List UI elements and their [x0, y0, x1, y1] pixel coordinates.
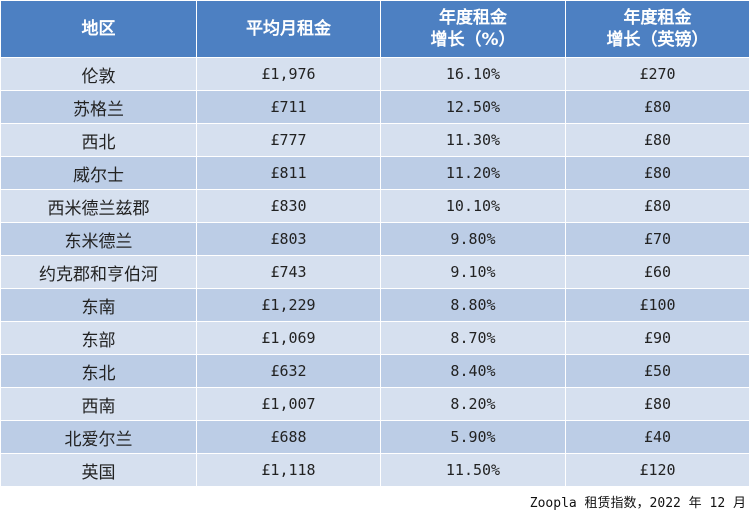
- cell-region: 东北: [0, 354, 197, 388]
- cell-region: 英国: [0, 453, 197, 487]
- cell-avg-rent: £1,976: [196, 57, 381, 91]
- cell-region: 东米德兰: [0, 222, 197, 256]
- header-avg-monthly-rent: 平均月租金: [196, 0, 381, 58]
- cell-growth-gbp: £80: [565, 123, 750, 157]
- cell-growth-gbp: £80: [565, 387, 750, 421]
- table-row: 约克郡和亨伯河 £743 9.10% £60: [0, 255, 750, 289]
- cell-growth-gbp: £100: [565, 288, 750, 322]
- cell-region: 北爱尔兰: [0, 420, 197, 454]
- table-row: 西北 £777 11.30% £80: [0, 123, 750, 157]
- cell-growth-gbp: £60: [565, 255, 750, 289]
- cell-region: 伦敦: [0, 57, 197, 91]
- cell-growth-percent: 12.50%: [380, 90, 566, 124]
- header-region: 地区: [0, 0, 197, 58]
- source-note: Zoopla 租赁指数，2022 年 12 月: [529, 496, 746, 511]
- table-row: 东北 £632 8.40% £50: [0, 354, 750, 388]
- cell-growth-gbp: £80: [565, 156, 750, 190]
- cell-avg-rent: £743: [196, 255, 381, 289]
- cell-avg-rent: £1,007: [196, 387, 381, 421]
- cell-avg-rent: £777: [196, 123, 381, 157]
- cell-avg-rent: £632: [196, 354, 381, 388]
- table-row: 东米德兰 £803 9.80% £70: [0, 222, 750, 256]
- cell-growth-gbp: £40: [565, 420, 750, 454]
- cell-growth-percent: 9.10%: [380, 255, 566, 289]
- table-row: 威尔士 £811 11.20% £80: [0, 156, 750, 190]
- cell-growth-gbp: £270: [565, 57, 750, 91]
- cell-region: 威尔士: [0, 156, 197, 190]
- table-body: 伦敦 £1,976 16.10% £270 苏格兰 £711 12.50% £80 西北 £777…: [0, 57, 750, 487]
- cell-growth-gbp: £120: [565, 453, 750, 487]
- cell-growth-percent: 8.20%: [380, 387, 566, 421]
- header-annual-growth-percent: 年度租金 增长（%）: [380, 0, 566, 58]
- cell-growth-percent: 11.20%: [380, 156, 566, 190]
- cell-avg-rent: £1,229: [196, 288, 381, 322]
- table-row: 西南 £1,007 8.20% £80: [0, 387, 750, 421]
- cell-avg-rent: £688: [196, 420, 381, 454]
- header-annual-growth-gbp: 年度租金 增长（英镑）: [565, 0, 750, 58]
- cell-region: 西米德兰兹郡: [0, 189, 197, 223]
- cell-avg-rent: £811: [196, 156, 381, 190]
- table-row: 西米德兰兹郡 £830 10.10% £80: [0, 189, 750, 223]
- table-row: 东南 £1,229 8.80% £100: [0, 288, 750, 322]
- cell-avg-rent: £830: [196, 189, 381, 223]
- cell-growth-percent: 10.10%: [380, 189, 566, 223]
- rent-table: 地区 平均月租金 年度租金 增长（%） 年度租金 增长（英镑） 伦敦 £1,976…: [0, 0, 750, 487]
- table-row: 东部 £1,069 8.70% £90: [0, 321, 750, 355]
- cell-growth-gbp: £90: [565, 321, 750, 355]
- cell-growth-percent: 11.50%: [380, 453, 566, 487]
- cell-avg-rent: £1,069: [196, 321, 381, 355]
- table-row: 伦敦 £1,976 16.10% £270: [0, 57, 750, 91]
- cell-avg-rent: £711: [196, 90, 381, 124]
- cell-growth-gbp: £80: [565, 189, 750, 223]
- cell-growth-gbp: £70: [565, 222, 750, 256]
- header-row: 地区 平均月租金 年度租金 增长（%） 年度租金 增长（英镑）: [0, 0, 750, 58]
- cell-growth-percent: 16.10%: [380, 57, 566, 91]
- cell-growth-percent: 8.70%: [380, 321, 566, 355]
- cell-growth-percent: 11.30%: [380, 123, 566, 157]
- cell-avg-rent: £1,118: [196, 453, 381, 487]
- cell-growth-gbp: £50: [565, 354, 750, 388]
- cell-growth-percent: 9.80%: [380, 222, 566, 256]
- rent-table-container: 地区 平均月租金 年度租金 增长（%） 年度租金 增长（英镑） 伦敦 £1,976…: [0, 0, 750, 487]
- table-row: 苏格兰 £711 12.50% £80: [0, 90, 750, 124]
- cell-growth-percent: 8.40%: [380, 354, 566, 388]
- table-row: 北爱尔兰 £688 5.90% £40: [0, 420, 750, 454]
- cell-growth-percent: 5.90%: [380, 420, 566, 454]
- cell-region: 约克郡和亨伯河: [0, 255, 197, 289]
- table-header: 地区 平均月租金 年度租金 增长（%） 年度租金 增长（英镑）: [0, 0, 750, 58]
- cell-growth-percent: 8.80%: [380, 288, 566, 322]
- cell-region: 西北: [0, 123, 197, 157]
- cell-region: 苏格兰: [0, 90, 197, 124]
- cell-region: 东南: [0, 288, 197, 322]
- cell-region: 东部: [0, 321, 197, 355]
- cell-region: 西南: [0, 387, 197, 421]
- table-row: 英国 £1,118 11.50% £120: [0, 453, 750, 487]
- cell-growth-gbp: £80: [565, 90, 750, 124]
- cell-avg-rent: £803: [196, 222, 381, 256]
